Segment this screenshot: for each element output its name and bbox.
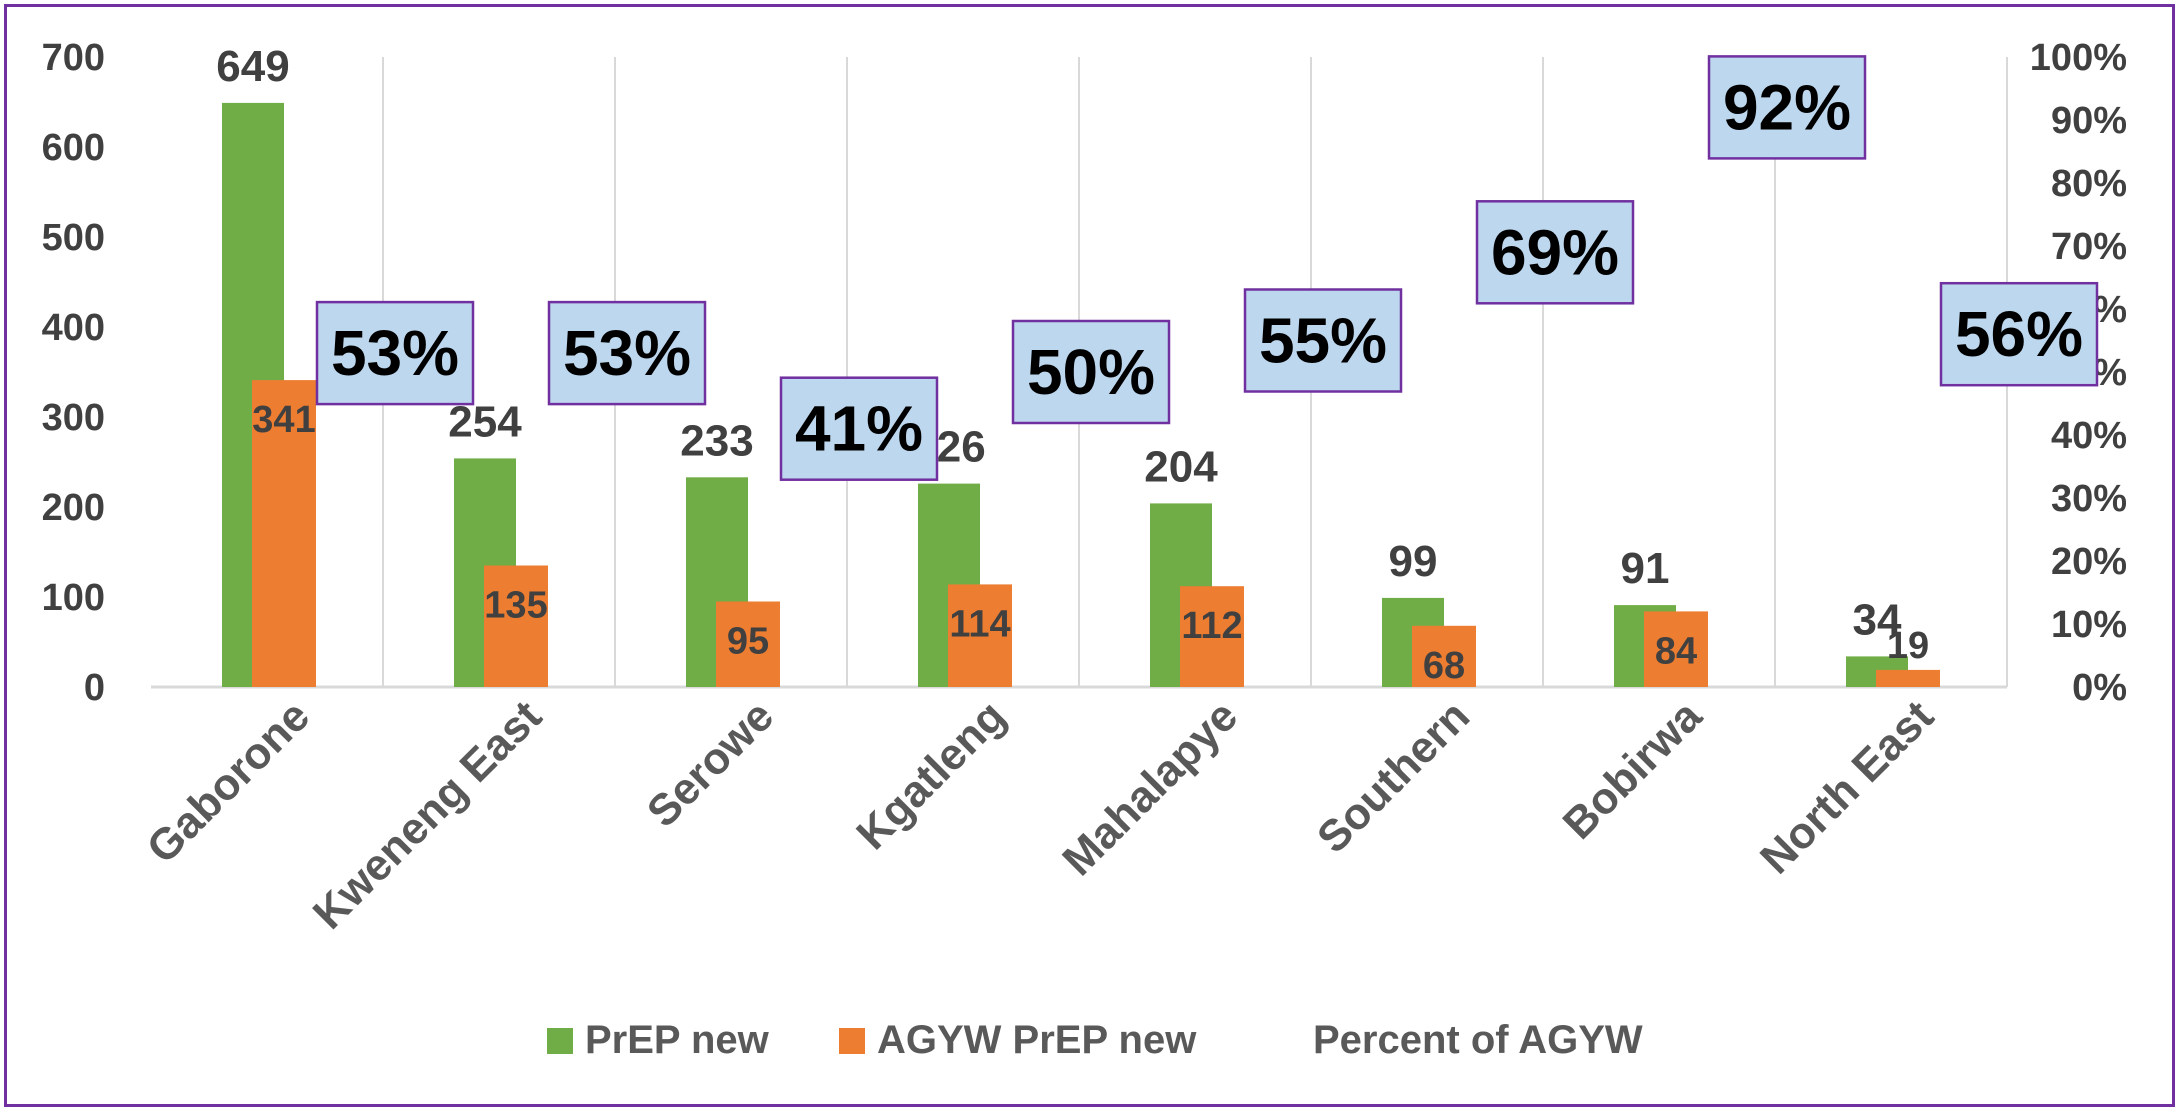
legend-swatch-agyw-prep-new — [839, 1028, 865, 1054]
legend: PrEP new AGYW PrEP new Percent of AGYW — [547, 1018, 1643, 1062]
percent-label-box — [1939, 281, 2099, 387]
data-label-prep-new: 91 — [1621, 544, 1670, 593]
y2-tick-label: 30% — [2051, 478, 2127, 520]
bar-agyw-prep-new — [484, 565, 548, 687]
percent-labels: 53% 53% 41% 50% 55% 69% 92% 56% — [315, 55, 2099, 481]
y-tick-label: 200 — [42, 487, 105, 529]
x-tick-label-kgatleng: Kgatleng — [847, 691, 1015, 859]
y-tick-label: 400 — [42, 307, 105, 349]
percent-label-bobirwa: 92% — [1707, 55, 1867, 160]
bars — [222, 102, 1940, 687]
bar-agyw-prep-new — [1876, 669, 1940, 687]
bar-agyw-prep-new — [1644, 611, 1708, 687]
data-label-agyw-prep-new: 341 — [252, 399, 315, 441]
percent-label-kgatleng: 50% — [1011, 319, 1171, 425]
percent-label-text: 53% — [331, 317, 459, 389]
percent-label-southern: 69% — [1475, 200, 1635, 305]
percent-label-text: 92% — [1723, 71, 1851, 143]
data-label-agyw-prep-new: 135 — [484, 585, 547, 627]
data-label-prep-new: 649 — [216, 42, 289, 91]
data-label-agyw-prep-new: 84 — [1655, 630, 1697, 672]
percent-label-text: 56% — [1955, 298, 2083, 370]
bar-agyw-prep-new — [1180, 586, 1244, 687]
legend-label-percent-of-agyw: Percent of AGYW — [1313, 1018, 1643, 1062]
chart-frame: 0 100 200 300 400 500 600 700 0% 10% 20% 30% 40% 50% 6… — [4, 4, 2175, 1107]
x-tick-label-kweneng-east: Kweneng East — [304, 691, 552, 939]
percent-label-box — [1243, 288, 1403, 393]
percent-label-box — [1011, 319, 1171, 425]
y2-tick-label: 40% — [2051, 415, 2127, 457]
y-tick-label: 500 — [42, 217, 105, 259]
data-label-agyw-prep-new: 68 — [1423, 645, 1465, 687]
legend-label-agyw-prep-new: AGYW PrEP new — [877, 1018, 1197, 1062]
percent-label-box — [1707, 55, 1867, 160]
percent-label-gaborone: 53% — [315, 300, 475, 406]
data-label-prep-new: 233 — [680, 416, 753, 465]
data-label-prep-new: 99 — [1389, 537, 1438, 586]
bar-agyw-prep-new — [948, 584, 1012, 687]
bar-agyw-prep-new — [716, 601, 780, 687]
y-tick-label: 0 — [84, 667, 105, 709]
percent-label-serowe: 41% — [779, 376, 939, 481]
percent-label-mahalapye: 55% — [1243, 288, 1403, 393]
x-tick-label-serowe: Serowe — [638, 691, 783, 836]
data-label-agyw-prep-new: 19 — [1887, 625, 1929, 667]
data-label-agyw-prep-new: 95 — [727, 621, 769, 663]
percent-label-box — [547, 300, 707, 406]
chart-svg: 0 100 200 300 400 500 600 700 0% 10% 20% 30% 40% 50% 6… — [42, 37, 2127, 1062]
percent-label-kweneng-east: 53% — [547, 300, 707, 406]
x-tick-label-mahalapye: Mahalapye — [1053, 691, 1247, 885]
bar-agyw-prep-new — [252, 380, 316, 687]
percent-label-box — [779, 376, 939, 481]
y2-tick-label: 70% — [2051, 226, 2127, 268]
y2-tick-label: 90% — [2051, 100, 2127, 142]
data-label-agyw-prep-new: 114 — [949, 603, 1010, 645]
y2-tick-label: 80% — [2051, 163, 2127, 205]
y-tick-label: 700 — [42, 37, 105, 79]
y-tick-label: 100 — [42, 577, 105, 619]
y2-tick-label: 0% — [2072, 667, 2127, 709]
x-tick-label-gaborone: Gaborone — [137, 691, 319, 873]
y2-tick-label: 20% — [2051, 541, 2127, 583]
axes: 0 100 200 300 400 500 600 700 0% 10% 20% 30% 40% 50% 6… — [42, 37, 2127, 939]
percent-label-north-east: 56% — [1939, 281, 2099, 387]
y-tick-label: 300 — [42, 397, 105, 439]
percent-label-box — [1475, 200, 1635, 305]
data-label-prep-new: 254 — [448, 397, 522, 446]
legend-swatch-prep-new — [547, 1028, 573, 1054]
y2-tick-label: 10% — [2051, 604, 2127, 646]
percent-label-box — [315, 300, 475, 406]
x-tick-label-north-east: North East — [1751, 691, 1943, 883]
percent-label-text: 41% — [795, 393, 923, 465]
data-label-prep-new: 34 — [1853, 595, 1902, 644]
percent-label-text: 55% — [1259, 305, 1387, 377]
y-tick-label: 600 — [42, 127, 105, 169]
x-tick-label-southern: Southern — [1308, 691, 1479, 862]
x-tick-label-bobirwa: Bobirwa — [1554, 691, 1712, 849]
percent-label-text: 69% — [1491, 216, 1619, 288]
data-label-agyw-prep-new: 112 — [1181, 605, 1242, 647]
y2-tick-label: 100% — [2030, 37, 2127, 79]
percent-label-text: 50% — [1027, 336, 1155, 408]
legend-label-prep-new: PrEP new — [585, 1018, 770, 1062]
data-label-prep-new: 204 — [1144, 442, 1218, 491]
bar-agyw-prep-new — [1412, 625, 1476, 687]
percent-label-text: 53% — [563, 317, 691, 389]
